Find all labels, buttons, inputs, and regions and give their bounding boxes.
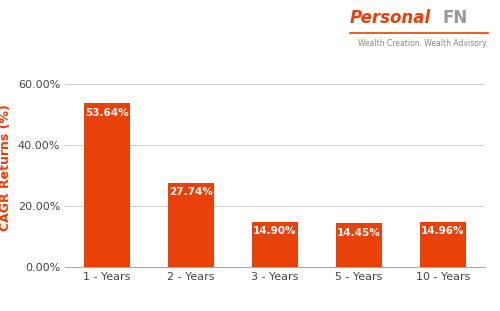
Bar [168,183,214,267]
Bar [420,222,466,267]
Y-axis label: CAGR Returns (%): CAGR Returns (%) [0,104,12,231]
Text: Personal: Personal [350,9,431,27]
Text: 14.96%: 14.96% [421,226,465,236]
Bar [84,103,130,267]
Text: 14.90%: 14.90% [254,226,297,236]
Text: 14.45%: 14.45% [337,228,381,238]
Bar [336,223,382,267]
Text: 53.64%: 53.64% [85,108,129,118]
Text: 27.74%: 27.74% [169,187,213,197]
Text: FN: FN [442,9,468,27]
Bar [252,222,298,267]
Text: Wealth Creation. Wealth Advisory.: Wealth Creation. Wealth Advisory. [358,39,488,48]
